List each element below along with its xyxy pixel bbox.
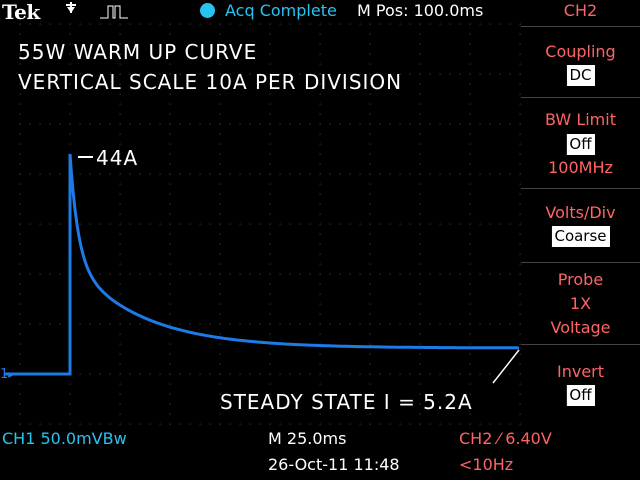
volts-div-title: Volts/Div [545, 203, 616, 222]
volts-div-value: Coarse [551, 226, 610, 247]
invert-value: Off [566, 385, 595, 406]
waveform-display[interactable] [0, 22, 521, 426]
menu-coupling[interactable]: Coupling DC [521, 27, 640, 97]
steady-state-pointer [492, 349, 520, 384]
date-time: 26-Oct-11 11:48 [268, 455, 400, 474]
steady-state-label: STEADY STATE I = 5.2A [220, 390, 473, 414]
bottom-status-bar: CH1 50.0mVBw M 25.0ms CH2 ⁄ 6.40V 26-Oct… [0, 426, 640, 480]
trigger-frequency: <10Hz [459, 455, 514, 474]
menu-invert[interactable]: Invert Off [521, 345, 640, 420]
ch1-marker-label: 1 [0, 367, 9, 382]
bw-limit-title: BW Limit [545, 110, 616, 129]
probe-type: Voltage [550, 318, 611, 337]
coupling-value: DC [566, 65, 595, 86]
bw-limit-sub: 100MHz [548, 158, 613, 177]
menu-bw-limit[interactable]: BW Limit Off 100MHz [521, 98, 640, 188]
menu-probe[interactable]: Probe 1X Voltage [521, 263, 640, 343]
ch1-scale-readout: CH1 50.0mVBw [2, 429, 127, 448]
graticule [19, 23, 521, 425]
menu-volts-div[interactable]: Volts/Div Coarse [521, 189, 640, 259]
menu-divider [521, 344, 640, 345]
trigger-position-marker-icon [66, 2, 76, 13]
probe-title: Probe [557, 270, 604, 289]
trigger-readout: CH2 ⁄ 6.40V [459, 429, 552, 448]
brand-logo: Tek [2, 0, 40, 24]
top-status-bar: Tek Acq Complete M Pos: 100.0ms [0, 0, 640, 24]
title-line-1: 55W WARM UP CURVE [18, 40, 258, 64]
horizontal-position: M Pos: 100.0ms [357, 1, 484, 20]
probe-attenuation: 1X [569, 294, 592, 313]
menu-divider [521, 26, 640, 27]
menu-divider [521, 262, 640, 263]
invert-title: Invert [556, 362, 605, 381]
title-line-2: VERTICAL SCALE 10A PER DIVISION [18, 70, 403, 94]
acq-status-icon [200, 3, 215, 18]
trigger-pulse-icon [100, 5, 128, 19]
menu-divider [521, 97, 640, 98]
ch1-waveform-trace [4, 153, 519, 376]
timebase-readout: M 25.0ms [268, 429, 347, 448]
coupling-title: Coupling [545, 42, 616, 61]
bw-limit-value: Off [566, 134, 595, 155]
peak-label: 44A [96, 146, 139, 170]
menu-channel-title: CH2 [563, 1, 598, 20]
menu-divider [521, 188, 640, 189]
ch1-ground-marker: 1▸ [0, 367, 14, 382]
acq-status-text: Acq Complete [225, 1, 337, 20]
side-menu: CH2 Coupling DC BW Limit Off 100MHz Volt… [521, 0, 640, 426]
